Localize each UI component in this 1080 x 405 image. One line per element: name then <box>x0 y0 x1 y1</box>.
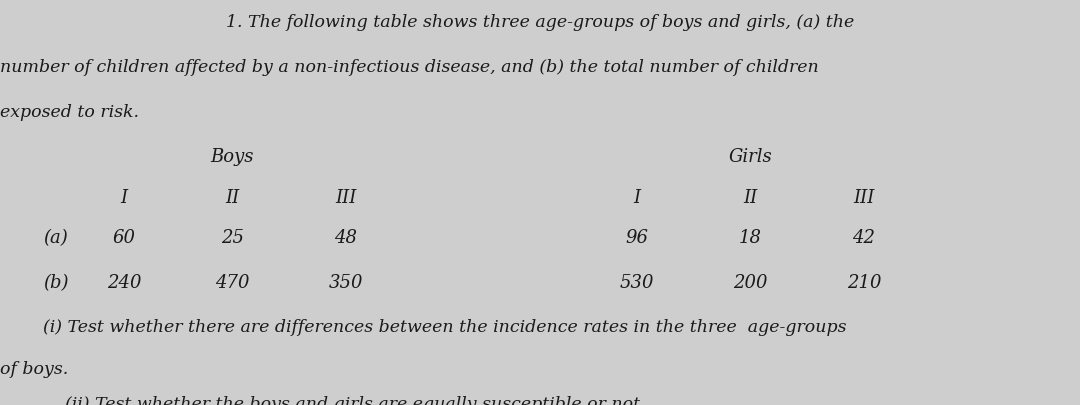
Text: I: I <box>634 188 640 206</box>
Text: (b): (b) <box>43 273 69 291</box>
Text: 470: 470 <box>215 273 249 291</box>
Text: II: II <box>743 188 758 206</box>
Text: 350: 350 <box>328 273 363 291</box>
Text: 96: 96 <box>625 229 649 247</box>
Text: III: III <box>853 188 875 206</box>
Text: 240: 240 <box>107 273 141 291</box>
Text: 18: 18 <box>739 229 762 247</box>
Text: 48: 48 <box>334 229 357 247</box>
Text: Girls: Girls <box>729 148 772 166</box>
Text: 1. The following table shows three age-groups of boys and girls, (a) the: 1. The following table shows three age-g… <box>226 14 854 31</box>
Text: 200: 200 <box>733 273 768 291</box>
Text: Boys: Boys <box>211 148 254 166</box>
Text: (i) Test whether there are differences between the incidence rates in the three : (i) Test whether there are differences b… <box>43 318 847 335</box>
Text: II: II <box>225 188 240 206</box>
Text: 42: 42 <box>852 229 876 247</box>
Text: 530: 530 <box>620 273 654 291</box>
Text: (a): (a) <box>43 229 68 247</box>
Text: I: I <box>121 188 127 206</box>
Text: number of children affected by a non-infectious disease, and (b) the total numbe: number of children affected by a non-inf… <box>0 59 819 76</box>
Text: (ii) Test whether the boys and girls are equally susceptible or not.: (ii) Test whether the boys and girls are… <box>43 395 646 405</box>
Text: exposed to risk.: exposed to risk. <box>0 103 139 120</box>
Text: 25: 25 <box>220 229 244 247</box>
Text: 60: 60 <box>112 229 136 247</box>
Text: III: III <box>335 188 356 206</box>
Text: 210: 210 <box>847 273 881 291</box>
Text: of boys.: of boys. <box>0 360 68 377</box>
